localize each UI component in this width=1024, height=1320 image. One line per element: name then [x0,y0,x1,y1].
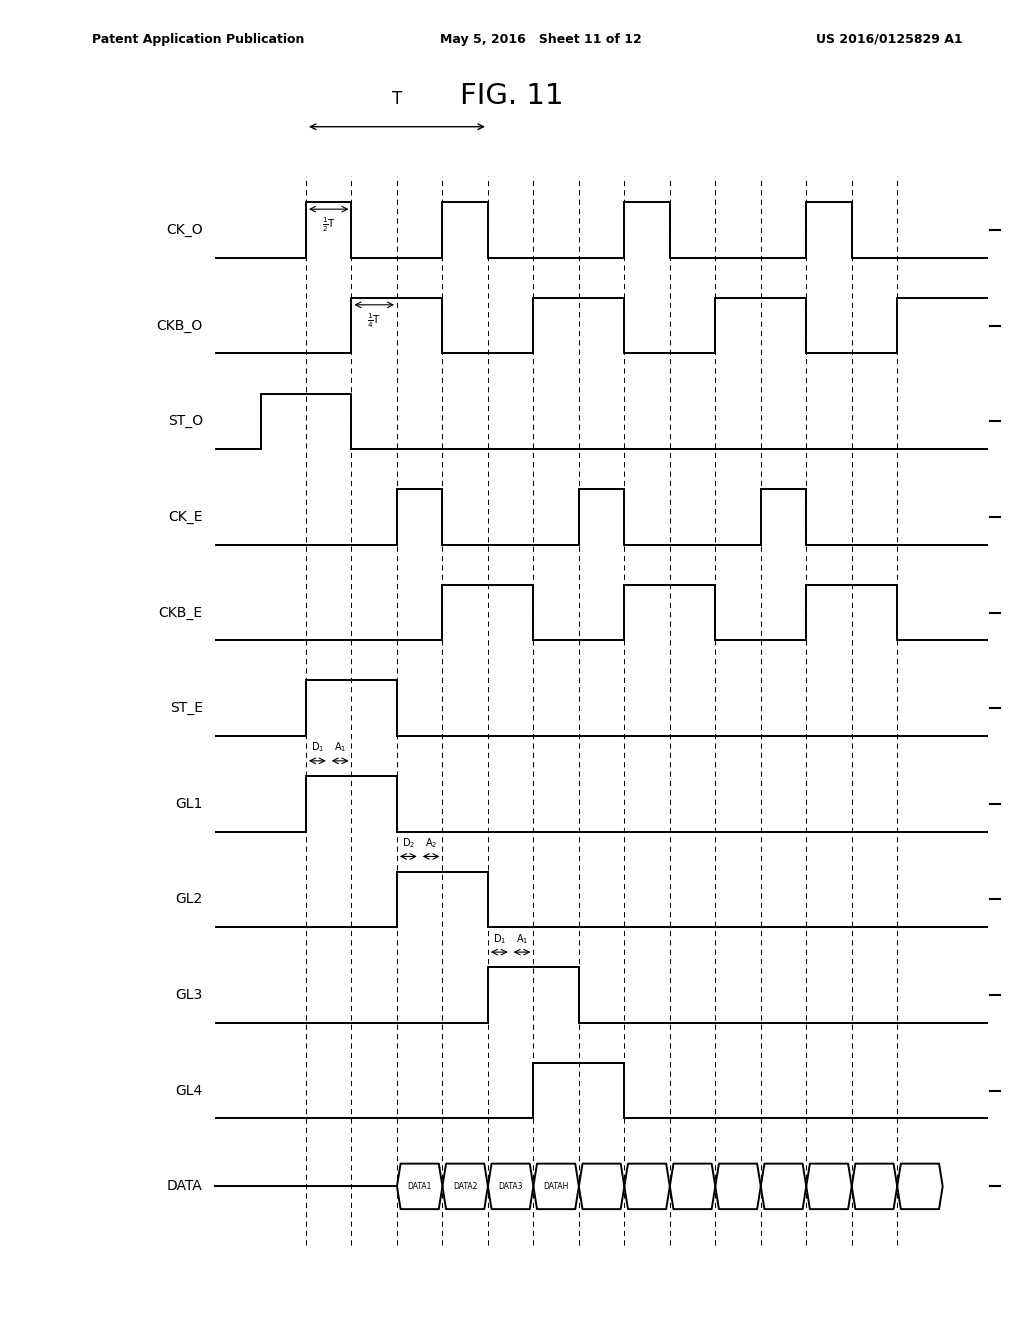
Text: ST_O: ST_O [168,414,203,428]
Text: US 2016/0125829 A1: US 2016/0125829 A1 [816,33,963,46]
Text: D$_2$: D$_2$ [401,836,415,850]
Text: $\frac{1}{4}$T: $\frac{1}{4}$T [367,312,381,330]
Text: GL3: GL3 [175,989,203,1002]
Text: CK_E: CK_E [168,510,203,524]
Text: DATA: DATA [167,1179,203,1193]
Text: FIG. 11: FIG. 11 [460,82,564,110]
Text: CKB_E: CKB_E [159,606,203,619]
Text: $\frac{1}{2}$T: $\frac{1}{2}$T [322,215,336,234]
Text: A$_1$: A$_1$ [516,932,528,945]
Text: DATA3: DATA3 [499,1181,523,1191]
Text: CK_O: CK_O [166,223,203,238]
Text: GL2: GL2 [175,892,203,907]
Text: CKB_O: CKB_O [157,318,203,333]
Text: DATAH: DATAH [544,1181,568,1191]
Text: GL1: GL1 [175,797,203,810]
Text: A$_1$: A$_1$ [334,741,346,754]
Text: May 5, 2016   Sheet 11 of 12: May 5, 2016 Sheet 11 of 12 [440,33,642,46]
Text: D$_1$: D$_1$ [310,741,324,754]
Text: D$_1$: D$_1$ [493,932,506,945]
Text: GL4: GL4 [175,1084,203,1098]
Text: DATA1: DATA1 [408,1181,432,1191]
Text: Patent Application Publication: Patent Application Publication [92,33,304,46]
Text: T: T [392,90,402,108]
Text: ST_E: ST_E [170,701,203,715]
Text: DATA2: DATA2 [453,1181,477,1191]
Text: A$_2$: A$_2$ [425,836,437,850]
